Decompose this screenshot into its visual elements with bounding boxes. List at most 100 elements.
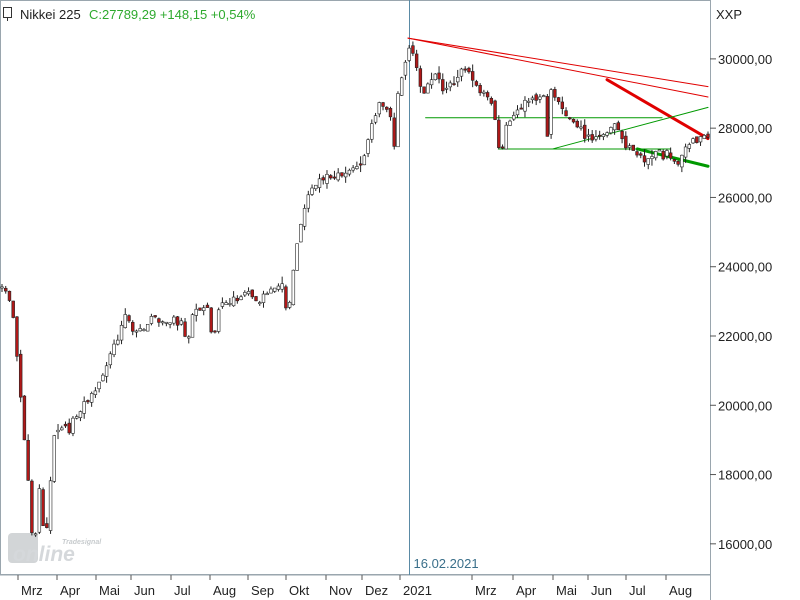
x-tick-label: Apr [60, 583, 81, 598]
candle-up [336, 172, 340, 181]
candle-down [340, 172, 344, 177]
candle-down [254, 296, 258, 302]
candle-up [33, 533, 38, 536]
candle-down [422, 86, 426, 94]
candle-down [209, 307, 213, 333]
candle-down [493, 100, 497, 120]
candle-up [515, 109, 520, 116]
candle-up [145, 324, 150, 332]
candle-up [654, 151, 658, 159]
x-tick-label: Aug [669, 583, 692, 598]
x-axis-ticks: Mrz Apr Mai Jun Jul Aug Sep Okt Nov Dez 2021 Mrz Apr… [17, 575, 692, 598]
candle-up [310, 187, 314, 195]
candle-up [609, 127, 613, 134]
candle-down [392, 117, 396, 147]
candle-up [343, 172, 348, 178]
x-tick-label: Mai [556, 583, 577, 598]
candle-down [534, 94, 538, 101]
candle-down [388, 108, 393, 118]
x-tick-label: Mai [99, 583, 120, 598]
candle-up [399, 77, 404, 96]
y-tick-label: 24000,00 [718, 260, 772, 275]
x-tick-label: Apr [516, 583, 537, 598]
trendline-support [552, 106, 709, 150]
candle-down [22, 395, 27, 441]
trendline-support [635, 147, 710, 168]
candle-up [187, 336, 191, 339]
candle-up [239, 296, 243, 301]
candle-down [414, 53, 419, 68]
candle-up [168, 322, 172, 325]
candle-up [526, 100, 531, 103]
candle-up [37, 488, 42, 533]
candle-down [30, 480, 34, 533]
x-tick-label: Aug [213, 583, 236, 598]
y-tick-label: 30000,00 [718, 52, 772, 67]
watermark-logo: Tradesignal online [8, 533, 102, 566]
candle-down [381, 102, 385, 107]
candle-up [295, 243, 299, 271]
y-tick-label: 28000,00 [718, 121, 772, 136]
candle-up [347, 169, 352, 175]
candle-up [243, 292, 247, 296]
x-tick-label: Mrz [21, 583, 43, 598]
candle-down [452, 83, 456, 86]
candle-up [82, 401, 86, 414]
y-tick-label: 20000,00 [718, 398, 772, 413]
candle-up [683, 146, 688, 158]
candle-down [4, 287, 8, 292]
candle-up [202, 307, 206, 312]
y-axis-ticks: 16000,00 18000,00 20000,00 22000,00 24000,00… [710, 52, 772, 552]
candle-up [627, 145, 632, 148]
candle-up [101, 374, 105, 382]
candle-up [231, 296, 236, 307]
candle-down [500, 146, 505, 149]
candle-up [179, 320, 184, 325]
candle-up [377, 102, 381, 115]
candle-down [205, 304, 210, 308]
candle-down [183, 321, 187, 337]
candle-up [228, 303, 232, 305]
candle-up [456, 77, 460, 83]
candle-up [89, 393, 94, 403]
candles [0, 41, 710, 537]
candle-up [396, 93, 400, 148]
candle-up [512, 115, 516, 120]
candle-up [373, 115, 378, 123]
candle-up [0, 286, 4, 289]
candle-up [355, 166, 359, 170]
candle-down [556, 97, 561, 103]
candle-up [601, 134, 606, 137]
candle-up [444, 87, 449, 90]
candle-up [261, 293, 266, 303]
candle-up [702, 135, 706, 139]
candle-down [485, 92, 490, 98]
x-tick-label: Jun [134, 583, 155, 598]
candle-up [71, 417, 75, 434]
candle-up [362, 155, 367, 166]
watermark-text-main: online [13, 543, 75, 566]
candle-up [172, 316, 176, 324]
candle-up [429, 79, 434, 86]
candle-up [698, 136, 703, 143]
candle-up [459, 68, 464, 77]
candle-up [220, 302, 225, 307]
watermark-text-top: Tradesignal [62, 539, 102, 546]
candle-down [467, 67, 471, 73]
quote-text: C:27789,29 +148,15 +0,54% [89, 7, 256, 22]
x-tick-label: 2021 [403, 583, 432, 598]
candle-up [269, 288, 273, 294]
candle-down [329, 175, 333, 179]
candle-down [411, 45, 415, 54]
candle-down [571, 118, 576, 123]
x-tick-label: Nov [329, 583, 353, 598]
candle-down [153, 315, 157, 318]
candle-down [250, 289, 254, 298]
candle-down [441, 79, 445, 92]
candle-down [358, 163, 363, 166]
candle-down [463, 68, 467, 71]
candle-up [276, 285, 281, 290]
candle-up [541, 95, 546, 98]
marker-date-label: 16.02.2021 [414, 556, 479, 571]
